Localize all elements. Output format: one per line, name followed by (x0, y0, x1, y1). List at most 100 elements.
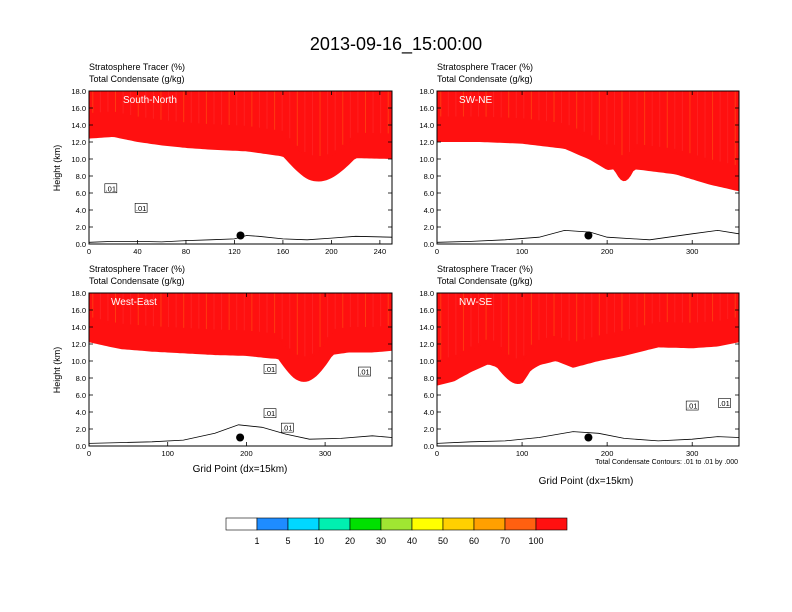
y-tick-label: 2.0 (424, 223, 434, 232)
y-tick-label: 4.0 (76, 206, 86, 215)
x-tick-label: 160 (277, 247, 290, 256)
x-tick-label: 0 (435, 247, 439, 256)
y-axis-label: Height (km) (52, 347, 62, 394)
contour-label-box (134, 203, 148, 213)
y-tick-label: 2.0 (424, 425, 434, 434)
y-tick-label: 18.0 (419, 87, 434, 96)
x-tick-label: 300 (686, 449, 699, 458)
contour-label-box (263, 364, 277, 374)
panel-header-condensate: Total Condensate (g/kg) (437, 74, 533, 84)
y-tick-label: 6.0 (424, 391, 434, 400)
y-tick-label: 2.0 (76, 425, 86, 434)
y-tick-label: 16.0 (419, 306, 434, 315)
plot-frame (436, 90, 740, 245)
colorbar-swatch-7 (442, 517, 475, 531)
cross-section-plot: .01 .01 .01 .01 0.0 2.0 4.0 6.0 8.0 10.0 12.0 14.0 1… (71, 289, 393, 458)
y-tick-label: 4.0 (76, 408, 86, 417)
colorbar-swatch-0 (225, 517, 258, 531)
x-axis-label: Grid Point (dx=15km) (193, 464, 288, 475)
contour-label: .01 (265, 409, 275, 418)
panel-sw-ne: Stratosphere Tracer (%) Total Condensate… (419, 62, 740, 256)
colorbar-label: 50 (438, 536, 448, 546)
condensate-contour-line (89, 424, 392, 444)
colorbar-swatch-1 (256, 517, 289, 531)
y-tick-label: 16.0 (71, 104, 86, 113)
colorbar-label: 5 (285, 536, 290, 546)
panel-header-tracer: Stratosphere Tracer (%) (437, 62, 533, 72)
x-tick-label: 0 (87, 247, 91, 256)
x-tick-label: 200 (601, 247, 614, 256)
contour-label: .01 (359, 368, 369, 377)
x-tick-label: 200 (240, 449, 253, 458)
colorbar-swatch-3 (318, 517, 351, 531)
region-label: West-East (111, 297, 157, 308)
colorbar-swatch-5 (380, 517, 413, 531)
tracer-band-top (89, 91, 392, 160)
x-tick-label: 40 (133, 247, 141, 256)
y-tick-label: 4.0 (424, 206, 434, 215)
panel-header-tracer: Stratosphere Tracer (%) (437, 264, 533, 274)
y-axis-label: Height (km) (52, 145, 62, 192)
colorbar: 1 5 10 20 30 40 50 60 70 100 (225, 517, 568, 546)
colorbar-label: 20 (345, 536, 355, 546)
contour-label-box (358, 366, 371, 377)
panel-nw-se: Stratosphere Tracer (%) Total Condensate… (419, 264, 740, 487)
y-tick-label: 8.0 (76, 374, 86, 383)
y-tick-label: 12.0 (419, 138, 434, 147)
x-tick-label: 100 (516, 449, 529, 458)
plot-frame (88, 90, 393, 245)
colorbar-label: 40 (407, 536, 417, 546)
y-tick-label: 16.0 (71, 306, 86, 315)
x-tick-label: 100 (161, 449, 174, 458)
location-marker (584, 433, 593, 442)
x-tick-label: 120 (228, 247, 241, 256)
colorbar-label: 70 (500, 536, 510, 546)
figure-title: 2013-09-16_15:00:00 (310, 34, 482, 55)
colorbar-swatch-4 (349, 517, 382, 531)
y-tick-label: 0.0 (424, 442, 434, 451)
contour-label: .01 (282, 424, 292, 433)
x-tick-label: 0 (87, 449, 91, 458)
contour-label-box (685, 400, 699, 411)
colorbar-swatch-9 (504, 517, 537, 531)
contour-label-box (104, 183, 118, 194)
panel-south-north: Stratosphere Tracer (%) Total Condensate… (52, 62, 393, 256)
y-tick-label: 8.0 (76, 172, 86, 181)
tracer-band-top (437, 91, 739, 170)
contour-label-box (281, 422, 294, 433)
panel-header-condensate: Total Condensate (g/kg) (437, 276, 533, 286)
x-tick-label: 0 (435, 449, 439, 458)
contour-label: .01 (265, 365, 275, 374)
y-tick-label: 10.0 (71, 357, 86, 366)
colorbar-label: 10 (314, 536, 324, 546)
cross-section-plot: .01 .01 0.0 2.0 4.0 6.0 8.0 10.0 12.0 14.0 16.0 18.… (71, 87, 393, 256)
x-axis-label: Grid Point (dx=15km) (539, 476, 634, 487)
colorbar-label: 60 (469, 536, 479, 546)
y-tick-label: 12.0 (71, 340, 86, 349)
cross-section-plot: 0.0 2.0 4.0 6.0 8.0 10.0 12.0 14.0 16.0 18.0 0 100 2… (419, 87, 740, 256)
condensate-contour-line (437, 431, 739, 444)
y-tick-label: 18.0 (71, 87, 86, 96)
y-tick-label: 2.0 (76, 223, 86, 232)
panel-header-condensate: Total Condensate (g/kg) (89, 74, 185, 84)
panel-header-condensate: Total Condensate (g/kg) (89, 276, 185, 286)
contour-label: .01 (136, 204, 146, 213)
y-tick-label: 14.0 (419, 121, 434, 130)
y-tick-label: 18.0 (419, 289, 434, 298)
y-tick-label: 12.0 (419, 340, 434, 349)
x-tick-label: 300 (319, 449, 332, 458)
x-tick-label: 240 (374, 247, 387, 256)
y-tick-label: 0.0 (76, 240, 86, 249)
y-tick-label: 6.0 (76, 189, 86, 198)
y-tick-label: 14.0 (419, 323, 434, 332)
panel-header-tracer: Stratosphere Tracer (%) (89, 264, 185, 274)
y-tick-label: 16.0 (419, 104, 434, 113)
colorbar-swatch-2 (287, 517, 320, 531)
x-tick-label: 80 (182, 247, 190, 256)
y-tick-label: 8.0 (424, 172, 434, 181)
y-tick-label: 12.0 (71, 138, 86, 147)
colorbar-swatch-6 (411, 517, 444, 531)
cross-section-plot: .01 .01 0.0 2.0 4.0 6.0 8.0 10.0 12.0 14.0 16.0 18.… (419, 289, 740, 458)
colorbar-label: 30 (376, 536, 386, 546)
